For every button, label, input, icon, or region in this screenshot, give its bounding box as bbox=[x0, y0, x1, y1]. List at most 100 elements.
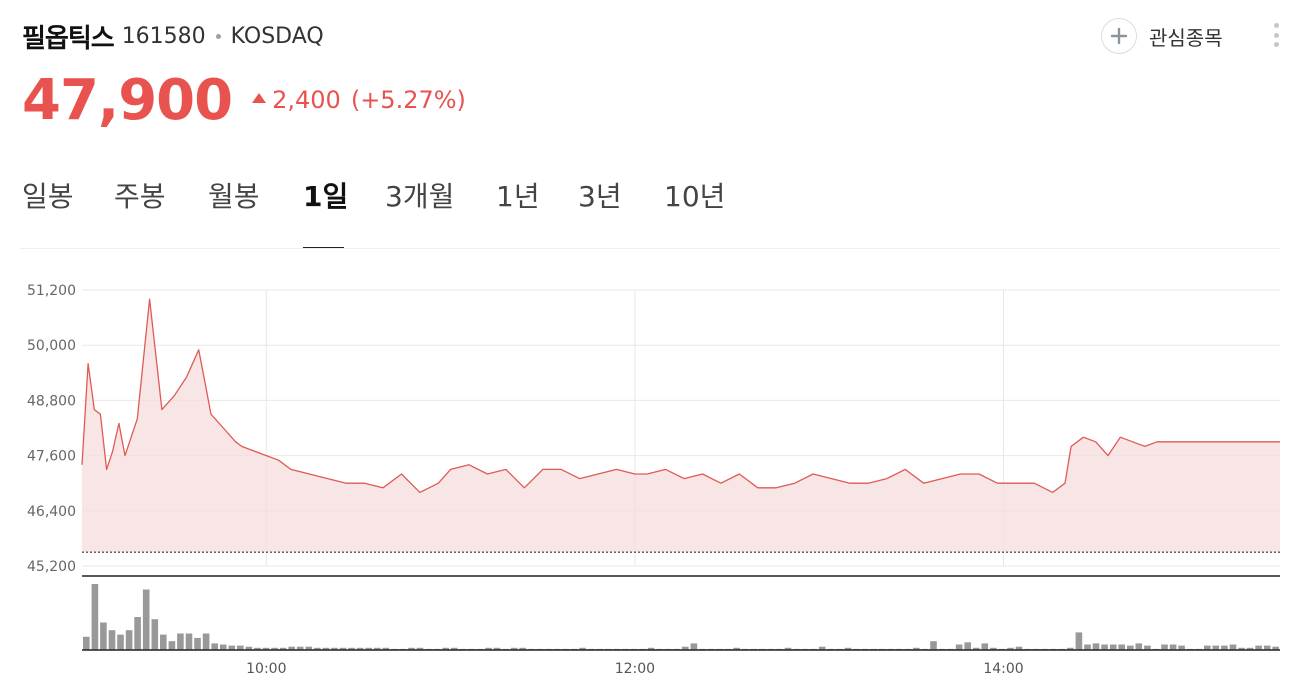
volume-bar bbox=[245, 646, 253, 650]
volume-bar bbox=[373, 647, 381, 650]
price-area-fill bbox=[82, 299, 1280, 553]
x-tick-label: 14:00 bbox=[983, 661, 1023, 677]
separator-dot bbox=[215, 33, 221, 39]
price-row: 47,900 2,400 (+5.27%) bbox=[22, 62, 466, 138]
volume-bar bbox=[279, 647, 287, 650]
volume-bar bbox=[254, 647, 261, 650]
volume-bar bbox=[1246, 647, 1254, 650]
y-tick-label: 51,200 bbox=[27, 283, 76, 299]
volume-bar bbox=[416, 647, 424, 650]
volume-bar bbox=[100, 622, 107, 650]
volume-bar bbox=[177, 633, 184, 650]
volume-bar bbox=[314, 647, 321, 650]
volume-bar bbox=[151, 619, 159, 650]
volume-bar bbox=[451, 647, 458, 650]
volume-bar bbox=[339, 647, 347, 650]
tab-10-years[interactable]: 10년 bbox=[664, 180, 726, 213]
volume-bar bbox=[1169, 644, 1177, 650]
volume-bar bbox=[408, 647, 415, 650]
current-price: 47,900 bbox=[22, 67, 233, 133]
volume-bar bbox=[930, 641, 937, 650]
price-change: 2,400 bbox=[272, 86, 341, 114]
volume-bar bbox=[185, 633, 193, 650]
volume-bar bbox=[322, 647, 330, 650]
volume-bar bbox=[1135, 643, 1143, 650]
y-tick-label: 48,800 bbox=[27, 393, 76, 409]
volume-bar bbox=[1015, 646, 1023, 650]
price-line bbox=[81, 298, 1280, 494]
y-tick-label: 50,000 bbox=[27, 338, 76, 354]
stock-header: 필옵틱스 161580 KOSDAQ bbox=[22, 14, 324, 58]
volume-bar bbox=[237, 645, 244, 650]
volume-bar bbox=[125, 630, 133, 650]
volume-bar bbox=[382, 647, 390, 650]
intraday-chart[interactable]: 51,200 50,000 48,800 47,600 46,400 45,200 10:0… bbox=[0, 270, 1296, 696]
volume-bar bbox=[1272, 646, 1279, 650]
volume-bar bbox=[228, 645, 236, 650]
stock-code: 161580 bbox=[121, 23, 206, 49]
volume-bar bbox=[981, 643, 989, 650]
volume-bar bbox=[1212, 645, 1220, 650]
volume-bar bbox=[1092, 643, 1100, 650]
tab-daily[interactable]: 일봉 bbox=[22, 180, 74, 213]
volume-bar bbox=[219, 644, 227, 650]
tabs-divider bbox=[20, 248, 1280, 249]
volume-bar bbox=[1118, 644, 1125, 650]
volume-bar bbox=[83, 636, 90, 650]
volume-bar bbox=[160, 634, 167, 650]
tab-monthly[interactable]: 월봉 bbox=[208, 180, 260, 213]
stock-name: 필옵틱스 bbox=[22, 23, 115, 54]
volume-bar bbox=[519, 647, 526, 650]
volume-bar bbox=[972, 647, 980, 650]
volume-bar bbox=[1144, 645, 1151, 650]
plus-icon bbox=[1101, 18, 1137, 54]
volume-bar bbox=[493, 647, 501, 650]
volume-bar bbox=[690, 643, 698, 650]
tab-3-months[interactable]: 3개월 bbox=[385, 180, 455, 213]
volume-bar bbox=[271, 647, 278, 650]
volume-bar bbox=[1075, 632, 1083, 650]
tab-1-day[interactable]: 1일 bbox=[303, 180, 349, 213]
volume-bar bbox=[1067, 647, 1074, 650]
period-tabs: 일봉 주봉 월봉 1일 3개월 1년 3년 10년 bbox=[0, 172, 1280, 250]
volume-bar bbox=[142, 589, 150, 650]
more-vertical-icon[interactable] bbox=[1268, 20, 1284, 50]
volume-bar bbox=[1204, 645, 1211, 650]
market-name: KOSDAQ bbox=[230, 23, 324, 49]
volume-bar bbox=[262, 647, 270, 650]
volume-bar bbox=[1238, 647, 1245, 650]
volume-bar bbox=[134, 617, 141, 650]
volume-bar bbox=[485, 647, 492, 650]
volume-bar bbox=[1221, 645, 1228, 650]
y-tick-label: 45,200 bbox=[27, 559, 76, 575]
up-arrow-icon bbox=[252, 93, 267, 103]
volume-bar bbox=[211, 643, 218, 650]
tab-weekly[interactable]: 주봉 bbox=[114, 180, 166, 213]
volume-bar bbox=[1263, 645, 1271, 650]
volume-bar bbox=[844, 647, 852, 650]
volume-bar bbox=[510, 647, 518, 650]
volume-bar bbox=[1084, 644, 1091, 650]
volume-bar bbox=[331, 647, 338, 650]
volume-bar bbox=[784, 647, 792, 650]
favorite-button[interactable]: 관심종목 bbox=[1101, 16, 1223, 56]
volume-bar bbox=[647, 647, 655, 650]
x-tick-label: 12:00 bbox=[615, 661, 655, 677]
volume-bar bbox=[1178, 645, 1185, 650]
volume-bar bbox=[913, 647, 920, 650]
price-change-percent: (+5.27%) bbox=[350, 86, 466, 114]
volume-bar bbox=[168, 641, 176, 650]
volume-bar bbox=[818, 646, 826, 650]
tab-1-year[interactable]: 1년 bbox=[496, 180, 540, 213]
volume-bar bbox=[117, 634, 124, 650]
volume-bar bbox=[955, 644, 963, 650]
volume-bar bbox=[1255, 645, 1262, 650]
volume-bar bbox=[365, 647, 372, 650]
volume-bar bbox=[1101, 644, 1108, 650]
volume-bar bbox=[194, 637, 201, 650]
volume-bar bbox=[733, 647, 740, 650]
tab-3-years[interactable]: 3년 bbox=[578, 180, 622, 213]
volume-bar bbox=[1109, 644, 1117, 650]
favorite-label: 관심종목 bbox=[1149, 25, 1223, 50]
volume-bar bbox=[288, 646, 295, 650]
